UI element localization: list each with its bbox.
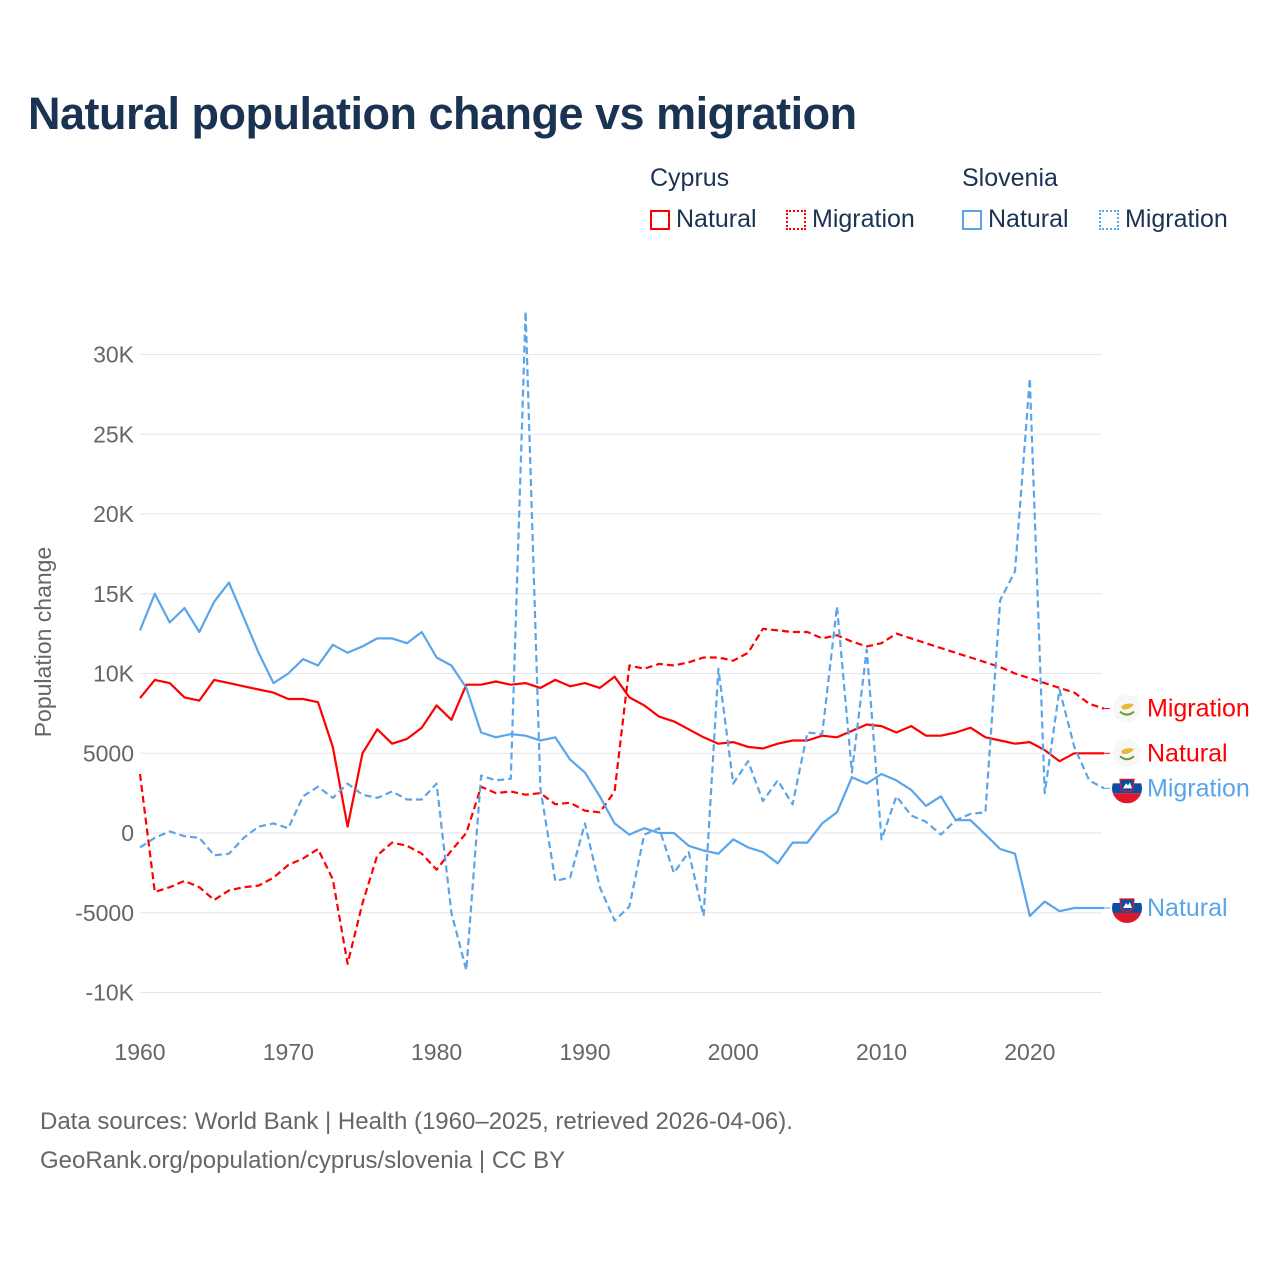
- flag-mountain: [1123, 782, 1132, 789]
- slovenia-flag-icon: [1112, 773, 1142, 804]
- x-tick-label: 2000: [708, 1039, 759, 1065]
- cyprus-flag-icon: [1113, 739, 1141, 768]
- x-tick-label: 2020: [1004, 1039, 1055, 1065]
- y-tick-label: 30K: [93, 342, 135, 368]
- series-line-cyprus-natural: [139, 675, 1104, 828]
- legend-swatch-solid: [962, 209, 982, 230]
- legend-group-title-slovenia: Slovenia: [962, 164, 1058, 192]
- legend-item-cyprus-migration[interactable]: Migration: [786, 205, 915, 234]
- flag-mountain: [1123, 901, 1132, 908]
- x-tick-label: 2010: [856, 1039, 907, 1065]
- flag-stripe-white: [1112, 892, 1142, 903]
- flag-stripe-red: [1112, 912, 1142, 923]
- legend-swatch-dotted: [786, 209, 806, 230]
- flag-stripe-white: [1112, 773, 1142, 784]
- y-tick-label: 5000: [83, 740, 134, 766]
- y-tick-label: 15K: [93, 581, 135, 607]
- series-line-cyprus-migration: [138, 627, 1105, 965]
- flag-stripe-red: [1112, 793, 1142, 804]
- y-axis-ticks: -10K -5000 0 5000 10K 15K 20K 25K 30K: [75, 342, 134, 1006]
- y-tick-label: -10K: [85, 980, 134, 1006]
- flag-map: [1121, 703, 1134, 710]
- x-tick-label: 1990: [559, 1039, 610, 1065]
- y-tick-label: 0: [121, 820, 134, 846]
- flag-olive: [1119, 755, 1135, 761]
- flag-map: [1121, 748, 1134, 755]
- end-label-cyprus-migration: Migration: [1147, 695, 1250, 723]
- flag-stripes: [1112, 892, 1142, 923]
- x-tick-label: 1980: [411, 1039, 462, 1065]
- cyprus-flag-icon: [1113, 694, 1141, 723]
- slovenia-flag-icon: [1112, 892, 1142, 923]
- end-label-cyprus-natural: Natural: [1147, 739, 1228, 767]
- footer-url[interactable]: GeoRank.org/population/cyprus/slovenia |…: [40, 1147, 566, 1174]
- y-tick-label: -5000: [75, 900, 134, 926]
- chart-title: Natural population change vs migration: [28, 88, 857, 139]
- y-tick-label: 10K: [93, 661, 135, 687]
- y-tick-label: 25K: [93, 421, 135, 447]
- legend-item-slovenia-migration[interactable]: Migration: [1099, 205, 1228, 234]
- y-tick-label: 20K: [93, 501, 135, 527]
- end-label-slovenia-migration: Migration: [1147, 774, 1250, 802]
- legend-label: Migration: [812, 205, 915, 233]
- x-axis-ticks: 1960 1970 1980 1990 2000 2010 2020: [114, 1039, 1055, 1065]
- legend-label: Natural: [988, 205, 1069, 233]
- y-axis-label: Population change: [30, 547, 56, 738]
- legend-swatch-dotted: [1099, 209, 1119, 230]
- x-tick-label: 1970: [263, 1039, 314, 1065]
- legend-item-slovenia-natural[interactable]: Natural: [962, 205, 1069, 234]
- series-line-slovenia-natural: [138, 581, 1104, 918]
- end-label-slovenia-natural: Natural: [1147, 894, 1228, 922]
- series-lines: [138, 310, 1105, 972]
- flag-stripes: [1112, 773, 1142, 804]
- footer-source: Data sources: World Bank | Health (1960–…: [40, 1108, 793, 1135]
- legend-item-cyprus-natural[interactable]: Natural: [650, 205, 757, 234]
- flag-olive: [1119, 710, 1135, 716]
- legend-label: Migration: [1125, 205, 1228, 233]
- end-labels: Natural Migration Natural Migration: [1104, 694, 1250, 923]
- legend-label: Natural: [676, 205, 757, 233]
- legend-swatch-solid: [650, 209, 670, 230]
- series-line-slovenia-migration: [139, 310, 1105, 972]
- legend-group-title-cyprus: Cyprus: [650, 164, 730, 192]
- x-tick-label: 1960: [114, 1039, 165, 1065]
- gridlines: [140, 354, 1102, 993]
